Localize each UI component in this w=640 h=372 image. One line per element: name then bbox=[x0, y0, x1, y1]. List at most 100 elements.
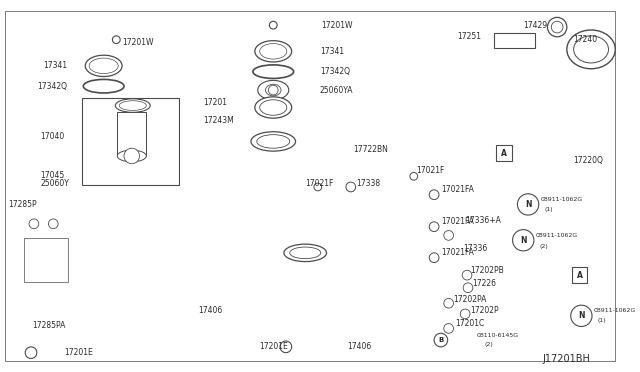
Text: 17202P: 17202P bbox=[470, 307, 499, 315]
Text: 17341: 17341 bbox=[320, 47, 344, 56]
Circle shape bbox=[25, 347, 37, 359]
Text: N: N bbox=[525, 200, 531, 209]
Text: 17336+A: 17336+A bbox=[465, 217, 501, 225]
Bar bbox=[24, 238, 68, 282]
Bar bbox=[117, 112, 147, 156]
Text: N: N bbox=[520, 236, 527, 245]
Circle shape bbox=[124, 148, 140, 164]
Ellipse shape bbox=[260, 100, 287, 115]
Ellipse shape bbox=[260, 44, 287, 59]
Circle shape bbox=[444, 298, 454, 308]
Circle shape bbox=[268, 85, 278, 95]
Ellipse shape bbox=[89, 58, 118, 74]
Circle shape bbox=[434, 333, 447, 347]
Text: 08110-6145G: 08110-6145G bbox=[477, 333, 519, 338]
Text: J17201BH: J17201BH bbox=[543, 355, 591, 365]
Text: 17285PA: 17285PA bbox=[32, 321, 65, 330]
Text: 17336: 17336 bbox=[463, 244, 488, 253]
Text: 17201W: 17201W bbox=[122, 38, 154, 47]
Text: A: A bbox=[501, 148, 507, 158]
Text: 17429: 17429 bbox=[524, 21, 547, 30]
Ellipse shape bbox=[258, 80, 289, 100]
Circle shape bbox=[29, 263, 39, 272]
Text: N: N bbox=[578, 311, 584, 320]
Text: A: A bbox=[577, 271, 582, 280]
Ellipse shape bbox=[253, 65, 294, 78]
Text: (1): (1) bbox=[545, 207, 553, 212]
Text: 17202PA: 17202PA bbox=[454, 295, 487, 304]
Text: 17342Q: 17342Q bbox=[37, 82, 67, 91]
Text: 17201E: 17201E bbox=[64, 348, 93, 357]
Bar bbox=[496, 145, 511, 161]
Text: 08911-1062G: 08911-1062G bbox=[594, 308, 636, 314]
Circle shape bbox=[29, 219, 39, 229]
Ellipse shape bbox=[567, 30, 615, 69]
Text: 17338: 17338 bbox=[356, 179, 381, 187]
Ellipse shape bbox=[115, 99, 150, 112]
Circle shape bbox=[547, 17, 567, 37]
Bar bbox=[494, 33, 535, 48]
Ellipse shape bbox=[117, 150, 147, 162]
Circle shape bbox=[346, 182, 356, 192]
Ellipse shape bbox=[266, 84, 281, 96]
Text: 17341: 17341 bbox=[44, 61, 68, 70]
Ellipse shape bbox=[284, 244, 326, 262]
Text: 17406: 17406 bbox=[198, 307, 223, 315]
Circle shape bbox=[429, 222, 439, 231]
Text: 17021FA: 17021FA bbox=[441, 185, 474, 195]
Circle shape bbox=[314, 183, 322, 191]
Text: 17021FA: 17021FA bbox=[441, 248, 474, 257]
Circle shape bbox=[280, 341, 292, 353]
Circle shape bbox=[429, 190, 439, 199]
Ellipse shape bbox=[290, 247, 321, 259]
Text: 17021F: 17021F bbox=[305, 179, 333, 187]
Circle shape bbox=[410, 173, 418, 180]
Text: 25060YA: 25060YA bbox=[320, 86, 353, 94]
Circle shape bbox=[444, 231, 454, 240]
Text: 17285P: 17285P bbox=[8, 200, 36, 209]
Circle shape bbox=[571, 305, 592, 327]
Circle shape bbox=[513, 230, 534, 251]
Ellipse shape bbox=[257, 135, 290, 148]
Text: (2): (2) bbox=[484, 342, 493, 347]
Text: 17201E: 17201E bbox=[260, 342, 289, 351]
Circle shape bbox=[517, 194, 539, 215]
Text: 25060Y: 25060Y bbox=[41, 179, 70, 187]
Text: 17201: 17201 bbox=[204, 98, 227, 107]
Text: B: B bbox=[438, 337, 444, 343]
Text: 17040: 17040 bbox=[41, 132, 65, 141]
Circle shape bbox=[429, 253, 439, 263]
Ellipse shape bbox=[255, 41, 292, 62]
Text: 17220Q: 17220Q bbox=[573, 156, 604, 165]
Ellipse shape bbox=[85, 55, 122, 77]
Text: 08911-1062G: 08911-1062G bbox=[541, 197, 583, 202]
Circle shape bbox=[49, 219, 58, 229]
Text: 17226: 17226 bbox=[472, 279, 496, 288]
Circle shape bbox=[460, 309, 470, 319]
Text: (2): (2) bbox=[540, 244, 548, 248]
Circle shape bbox=[113, 36, 120, 44]
Text: 17201W: 17201W bbox=[322, 21, 353, 30]
Circle shape bbox=[551, 21, 563, 33]
Text: 17202PB: 17202PB bbox=[470, 266, 504, 275]
Text: 17243M: 17243M bbox=[204, 116, 234, 125]
Text: 17021F: 17021F bbox=[417, 166, 445, 175]
Text: 17342Q: 17342Q bbox=[320, 67, 349, 76]
Text: 08911-1062G: 08911-1062G bbox=[536, 233, 578, 238]
Text: 17240: 17240 bbox=[573, 35, 598, 44]
Ellipse shape bbox=[83, 79, 124, 93]
Circle shape bbox=[444, 324, 454, 333]
Text: 17201C: 17201C bbox=[456, 319, 484, 328]
Bar bbox=[572, 267, 587, 283]
Circle shape bbox=[269, 21, 277, 29]
Circle shape bbox=[462, 270, 472, 280]
Circle shape bbox=[49, 263, 58, 272]
Ellipse shape bbox=[255, 97, 292, 118]
Text: 17021FA: 17021FA bbox=[441, 217, 474, 226]
Ellipse shape bbox=[251, 132, 296, 151]
Bar bbox=[83, 98, 179, 185]
Text: 17406: 17406 bbox=[347, 342, 371, 351]
Text: 17045: 17045 bbox=[41, 171, 65, 180]
Ellipse shape bbox=[573, 36, 609, 63]
Ellipse shape bbox=[119, 101, 147, 110]
